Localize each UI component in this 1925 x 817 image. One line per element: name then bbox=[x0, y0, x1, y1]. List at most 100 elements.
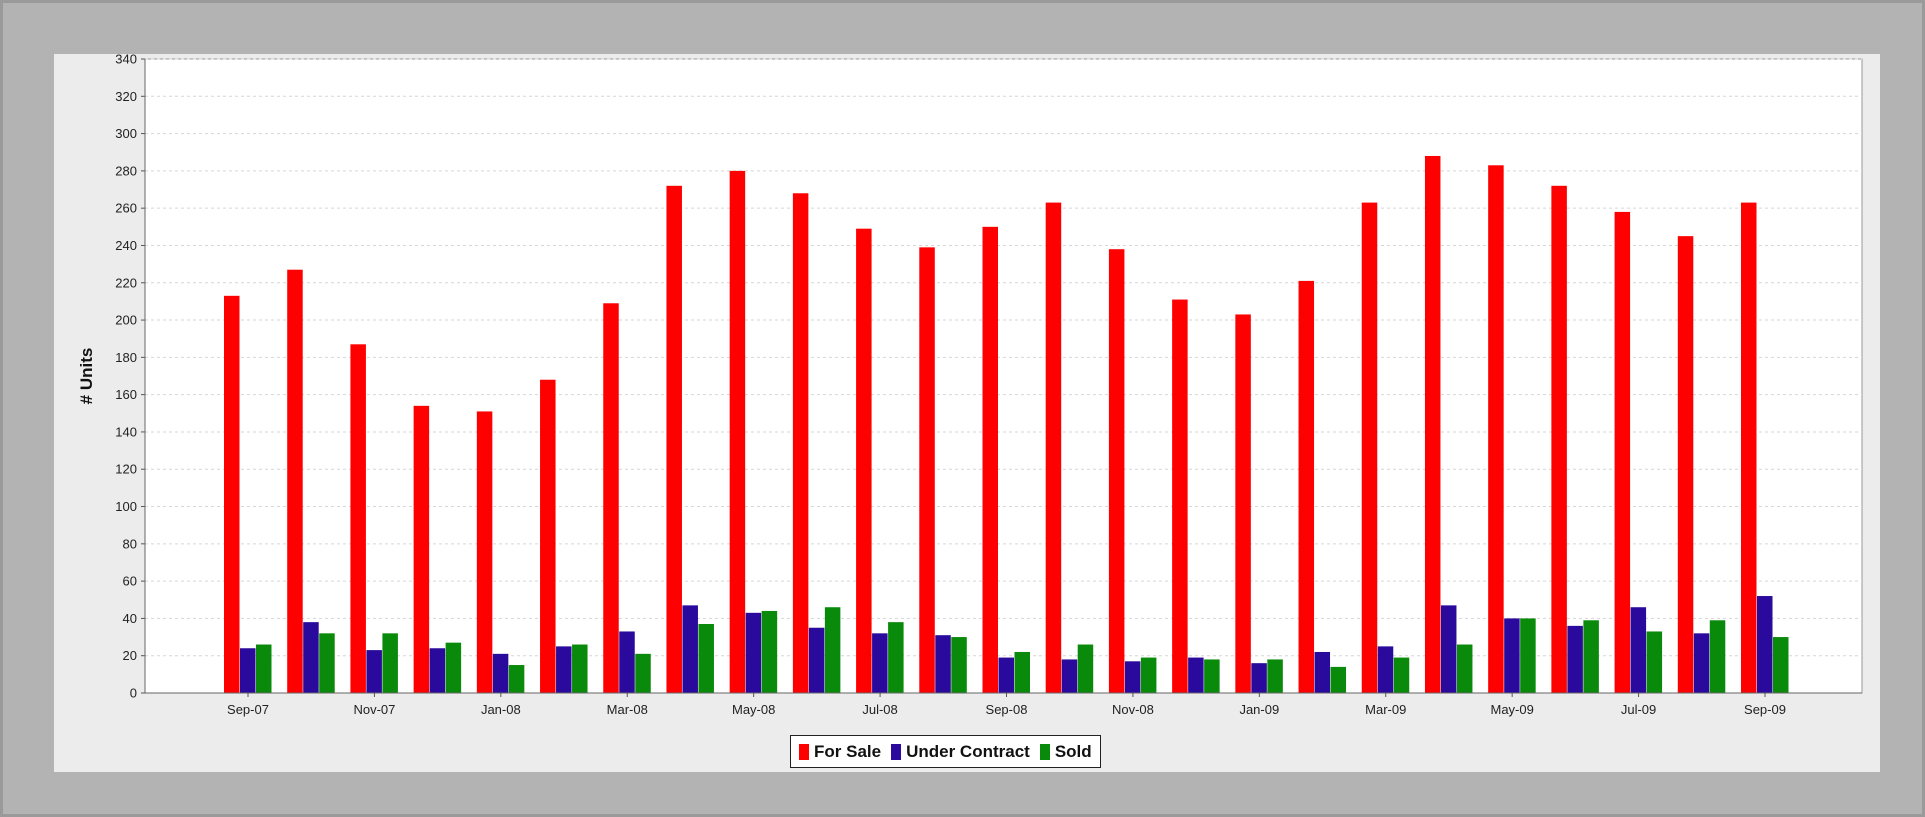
legend-item-sold: Sold bbox=[1039, 741, 1092, 762]
bar-for-sale bbox=[1235, 314, 1251, 693]
bar-under-contract bbox=[1504, 618, 1520, 693]
y-tick-label: 140 bbox=[115, 424, 137, 439]
bar-sold bbox=[1646, 631, 1663, 693]
bar-sold bbox=[1077, 644, 1094, 693]
bar-sold bbox=[382, 633, 398, 693]
bar-sold bbox=[1330, 666, 1347, 693]
bar-for-sale bbox=[982, 226, 998, 693]
bar-sold bbox=[824, 607, 841, 693]
y-tick-label: 60 bbox=[123, 574, 137, 589]
legend-label: For Sale bbox=[814, 741, 882, 761]
bar-under-contract bbox=[998, 657, 1014, 693]
x-tick-label: Sep-07 bbox=[227, 702, 269, 717]
chart-panel: 0 20 40 60 80 100 120 140 160 180 200 220 240 260 280 3… bbox=[54, 54, 1880, 772]
x-tick-label: Nov-07 bbox=[353, 702, 395, 717]
bar-for-sale bbox=[792, 193, 809, 693]
y-axis-title: # Units bbox=[77, 348, 96, 405]
bar-sold bbox=[1583, 620, 1599, 693]
axes: 0 20 40 60 80 100 120 140 160 180 200 220 240 260 280 3… bbox=[115, 54, 1862, 717]
legend-item-under-contract: Under Contract bbox=[891, 742, 1030, 762]
y-tick-label: 280 bbox=[115, 163, 137, 178]
bar-sold bbox=[319, 633, 335, 693]
bar-sold bbox=[1456, 644, 1473, 693]
y-tick-label: 160 bbox=[115, 387, 137, 402]
bar-under-contract bbox=[682, 605, 698, 693]
grid-lines bbox=[145, 58, 1862, 657]
plot-area bbox=[144, 58, 1863, 694]
x-tick-label: Jan-09 bbox=[1239, 702, 1279, 717]
bars bbox=[224, 155, 1789, 694]
y-tick-label: 20 bbox=[123, 648, 137, 663]
bar-for-sale bbox=[476, 411, 493, 693]
y-tick-label: 320 bbox=[115, 89, 137, 104]
bar-under-contract bbox=[240, 648, 256, 693]
bar-sold bbox=[1267, 659, 1283, 693]
bar-for-sale bbox=[1424, 155, 1441, 693]
bar-sold bbox=[1140, 657, 1157, 693]
x-tick-label: Jul-09 bbox=[1621, 702, 1656, 717]
bar-under-contract bbox=[1061, 659, 1078, 693]
y-tick-label: 80 bbox=[123, 536, 137, 551]
bar-under-contract bbox=[1251, 663, 1267, 693]
bar-sold bbox=[698, 624, 714, 693]
bar-for-sale bbox=[1045, 202, 1062, 694]
y-tick-label: 300 bbox=[115, 126, 137, 141]
bar-for-sale bbox=[1677, 236, 1694, 693]
y-tick-label: 0 bbox=[130, 686, 137, 701]
bar-for-sale bbox=[1108, 249, 1125, 693]
bar-under-contract bbox=[1377, 646, 1394, 693]
bar-for-sale bbox=[287, 269, 303, 693]
bar-for-sale bbox=[1361, 202, 1378, 694]
bar-sold bbox=[1773, 637, 1789, 693]
bar-sold bbox=[508, 665, 525, 693]
legend: For Sale Under Contract Sold bbox=[790, 735, 1101, 768]
bar-sold bbox=[256, 644, 272, 693]
bar-under-contract bbox=[1440, 605, 1457, 693]
bar-under-contract bbox=[492, 653, 509, 693]
x-tick-label: Sep-09 bbox=[1744, 702, 1786, 717]
y-tick-label: 200 bbox=[115, 313, 137, 328]
y-tick-label: 100 bbox=[115, 499, 137, 514]
bar-for-sale bbox=[1614, 211, 1631, 693]
legend-label: Under Contract bbox=[906, 741, 1030, 761]
bar-sold bbox=[761, 610, 778, 693]
bar-for-sale bbox=[919, 247, 935, 693]
x-tick-label: Sep-08 bbox=[986, 702, 1028, 717]
bar-for-sale bbox=[603, 303, 619, 693]
bar-sold bbox=[951, 637, 967, 693]
bar-for-sale bbox=[1741, 202, 1757, 694]
bar-under-contract bbox=[1124, 661, 1141, 693]
bar-under-contract bbox=[1567, 625, 1583, 693]
x-tick-label: Jan-08 bbox=[481, 702, 521, 717]
bar-under-contract bbox=[872, 633, 888, 693]
bar-for-sale bbox=[666, 185, 682, 694]
legend-item-for-sale: For Sale bbox=[799, 742, 881, 762]
bar-under-contract bbox=[619, 631, 635, 693]
y-tick-label: 340 bbox=[115, 54, 137, 67]
bar-under-contract bbox=[429, 648, 446, 693]
y-tick-label: 260 bbox=[115, 201, 137, 216]
bar-for-sale bbox=[224, 295, 240, 693]
bar-sold bbox=[1204, 659, 1220, 693]
legend-swatch bbox=[891, 743, 902, 760]
bar-for-sale bbox=[1488, 165, 1504, 694]
bar-for-sale bbox=[413, 405, 430, 693]
bar-under-contract bbox=[1188, 657, 1204, 693]
bar-sold bbox=[445, 642, 462, 693]
x-tick-label: May-09 bbox=[1490, 702, 1533, 717]
bar-for-sale bbox=[1172, 299, 1188, 693]
y-tick-label: 240 bbox=[115, 238, 137, 253]
bar-sold bbox=[888, 622, 904, 693]
bar-sold bbox=[1393, 657, 1410, 693]
bar-under-contract bbox=[556, 646, 572, 693]
legend-label: Sold bbox=[1054, 741, 1092, 761]
legend-swatch bbox=[799, 743, 809, 760]
x-tick-label: Nov-08 bbox=[1112, 702, 1154, 717]
x-tick-label: Mar-09 bbox=[1365, 702, 1406, 717]
y-tick-label: 120 bbox=[115, 462, 137, 477]
bar-for-sale bbox=[1551, 185, 1567, 694]
bar-under-contract bbox=[745, 612, 762, 693]
bar-for-sale bbox=[540, 379, 556, 693]
y-tick-label: 40 bbox=[123, 611, 137, 626]
